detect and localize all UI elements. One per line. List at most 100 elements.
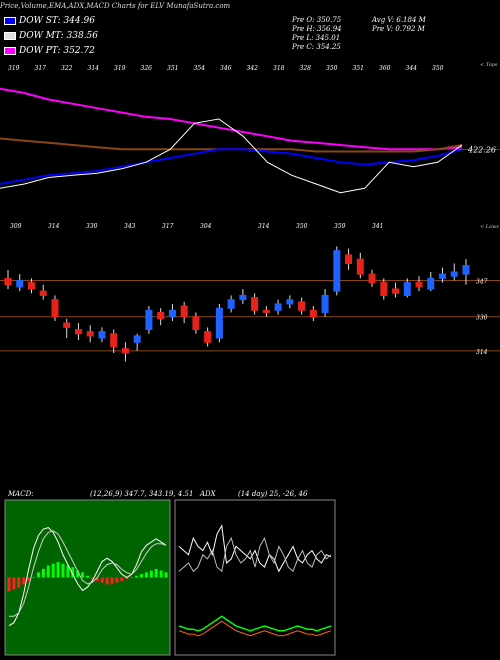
adx-secondary-line xyxy=(178,620,332,637)
candle-body xyxy=(380,282,388,296)
macd-histogram-bar xyxy=(41,568,45,578)
macd-histogram-bar xyxy=(81,572,85,578)
macd-histogram-bar xyxy=(90,577,94,580)
macd-histogram-bar xyxy=(105,577,109,585)
support-level-label: 347 xyxy=(476,278,488,285)
support-level-label: 330 xyxy=(476,315,488,322)
top-value-label: 350 xyxy=(432,65,444,72)
candle-body xyxy=(180,305,188,318)
candle-body xyxy=(168,309,176,318)
candle-body xyxy=(227,299,235,309)
candle-body xyxy=(286,299,294,305)
macd-signal-line xyxy=(9,530,167,617)
macd-panel xyxy=(4,499,171,656)
macd-histogram-bar xyxy=(17,577,21,588)
macd-histogram-bar xyxy=(51,563,55,578)
candle-body xyxy=(74,329,82,335)
top-value-label: 317 xyxy=(35,65,47,72)
macd-histogram-bar xyxy=(71,567,75,578)
candle-body xyxy=(333,250,341,292)
macd-histogram-bar xyxy=(36,572,40,578)
stat-pre-low: Pre L: 345.01 xyxy=(292,34,341,42)
top-value-label: 342 xyxy=(247,65,259,72)
stat-pre-close: Pre C: 354.25 xyxy=(292,43,341,51)
candle-body xyxy=(63,322,71,328)
low-value-label: 359 xyxy=(334,223,346,230)
adx-panel xyxy=(174,499,336,656)
macd-histogram-bar xyxy=(135,575,139,578)
candle-body xyxy=(16,279,24,288)
macd-histogram-bar xyxy=(154,568,158,578)
top-value-label: 319 xyxy=(114,65,126,72)
candle-body xyxy=(403,282,411,296)
level-value-label: 422.26 xyxy=(467,145,496,154)
candle-body xyxy=(415,282,423,288)
candle-body xyxy=(321,294,329,313)
ema-line-2 xyxy=(0,148,463,185)
stat-pre-high: Pre H: 356.94 xyxy=(292,25,342,33)
top-value-label: 351 xyxy=(167,65,178,72)
candle-body xyxy=(439,273,447,279)
adx-params: (14 day) 25, -26, 46 xyxy=(238,490,308,498)
low-value-label: 317 xyxy=(162,223,174,230)
stat-pre-volume: Pre V: 0.792 M xyxy=(372,25,425,33)
lows-label: < Lows xyxy=(480,224,499,230)
macd-histogram-bar xyxy=(66,565,70,578)
candle-body xyxy=(133,335,141,343)
low-value-label: 309 xyxy=(10,223,22,230)
macd-histogram-bar xyxy=(56,562,60,578)
stat-avg-volume: Avg V: 6.184 M xyxy=(372,16,426,24)
macd-histogram-bar xyxy=(32,577,36,578)
macd-histogram-bar xyxy=(115,577,119,583)
candle-body xyxy=(4,277,12,286)
candle-body xyxy=(427,277,435,290)
legend-swatch-mt xyxy=(4,31,16,40)
top-value-label: 350 xyxy=(326,65,338,72)
top-value-label: 314 xyxy=(88,65,100,72)
macd-histogram-bar xyxy=(86,575,89,578)
candle-body xyxy=(121,348,129,354)
candle-body xyxy=(98,331,106,339)
candle-body xyxy=(356,258,364,275)
candle-body xyxy=(262,309,270,313)
candle-body xyxy=(239,294,247,301)
candle-body xyxy=(298,301,306,311)
candle-body xyxy=(192,316,200,331)
candle-body xyxy=(27,282,35,290)
top-value-label: 318 xyxy=(273,65,285,72)
candle-body xyxy=(251,297,259,311)
low-value-label: 314 xyxy=(48,223,60,230)
top-value-label: 360 xyxy=(379,65,391,72)
ema-line-0 xyxy=(0,87,463,151)
macd-histogram-bar xyxy=(7,577,11,592)
adx-background xyxy=(174,499,336,656)
candle-body xyxy=(450,271,458,277)
macd-params: (12,26,9) 347.7, 343.19, 4.51 xyxy=(90,490,194,498)
candle-body xyxy=(51,299,59,318)
macd-label: MACD: xyxy=(8,490,34,498)
legend-dow-pt: DOW PT: 352.72 xyxy=(4,46,95,56)
adx-label: ADX xyxy=(200,490,216,498)
candle-body xyxy=(39,290,47,296)
candle-body xyxy=(462,265,470,275)
candle-body xyxy=(368,273,376,284)
candle-panel: < Lows 309 314 330 343 317 304 314 350 359 341 347 3… xyxy=(0,223,500,362)
low-value-label: 343 xyxy=(124,223,136,230)
candle-body xyxy=(215,307,223,339)
tops-label: < Tops xyxy=(480,62,498,68)
macd-histogram-bar xyxy=(120,577,124,581)
top-value-label: 354 xyxy=(194,65,206,72)
legend-swatch-st xyxy=(4,16,16,25)
legend-dow-st: DOW ST: 344.96 xyxy=(4,16,95,26)
plus-di-line xyxy=(178,524,332,573)
top-value-label: 344 xyxy=(406,65,418,72)
top-value-label: 326 xyxy=(141,65,153,72)
top-value-label: 346 xyxy=(220,65,232,72)
low-value-label: 341 xyxy=(372,223,383,230)
macd-histogram-bar xyxy=(76,570,80,578)
macd-histogram-bar xyxy=(139,574,143,578)
candle-body xyxy=(309,309,317,318)
stat-pre-open: Pre O: 350.75 xyxy=(292,16,342,24)
macd-histogram-bar xyxy=(130,577,134,578)
